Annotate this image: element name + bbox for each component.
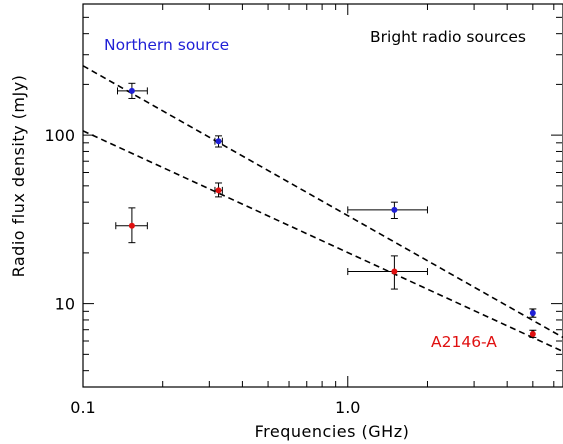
point-marker — [529, 331, 536, 338]
data-point — [529, 308, 537, 318]
x-tick-label: 0.1 — [70, 398, 95, 417]
data-point — [115, 207, 148, 244]
plot-content — [83, 65, 563, 353]
data-point — [347, 255, 428, 290]
data-point — [347, 201, 428, 220]
data-point — [117, 82, 148, 99]
plot-frame — [82, 3, 563, 388]
annotation-northern-source: Northern source — [104, 36, 229, 54]
data-point — [214, 135, 223, 148]
x-axis-label: Frequencies (GHz) — [255, 422, 410, 441]
plot-area — [83, 65, 563, 353]
point-marker — [128, 222, 135, 229]
y-tick-label: 100 — [44, 126, 75, 145]
x-tick-label: 1.0 — [335, 398, 360, 417]
y-tick-label: 10 — [55, 295, 75, 314]
fit-line-1 — [83, 130, 563, 353]
data-point — [214, 182, 223, 198]
axes: 0.1 1.0 10 100 — [44, 3, 562, 417]
point-marker — [529, 309, 536, 316]
point-marker — [391, 268, 398, 275]
y-axis-label: Radio flux density (mJy) — [9, 75, 28, 278]
point-marker — [215, 187, 222, 194]
labels: Frequencies (GHz) Radio flux density (mJ… — [9, 28, 526, 441]
point-marker — [391, 206, 398, 213]
point-marker — [128, 87, 135, 94]
point-marker — [215, 138, 222, 145]
data-point — [529, 329, 537, 338]
annotation-a2146-a: A2146-A — [431, 333, 497, 351]
fit-line-0 — [83, 65, 563, 339]
annotation-bright-radio-sources: Bright radio sources — [370, 28, 526, 46]
